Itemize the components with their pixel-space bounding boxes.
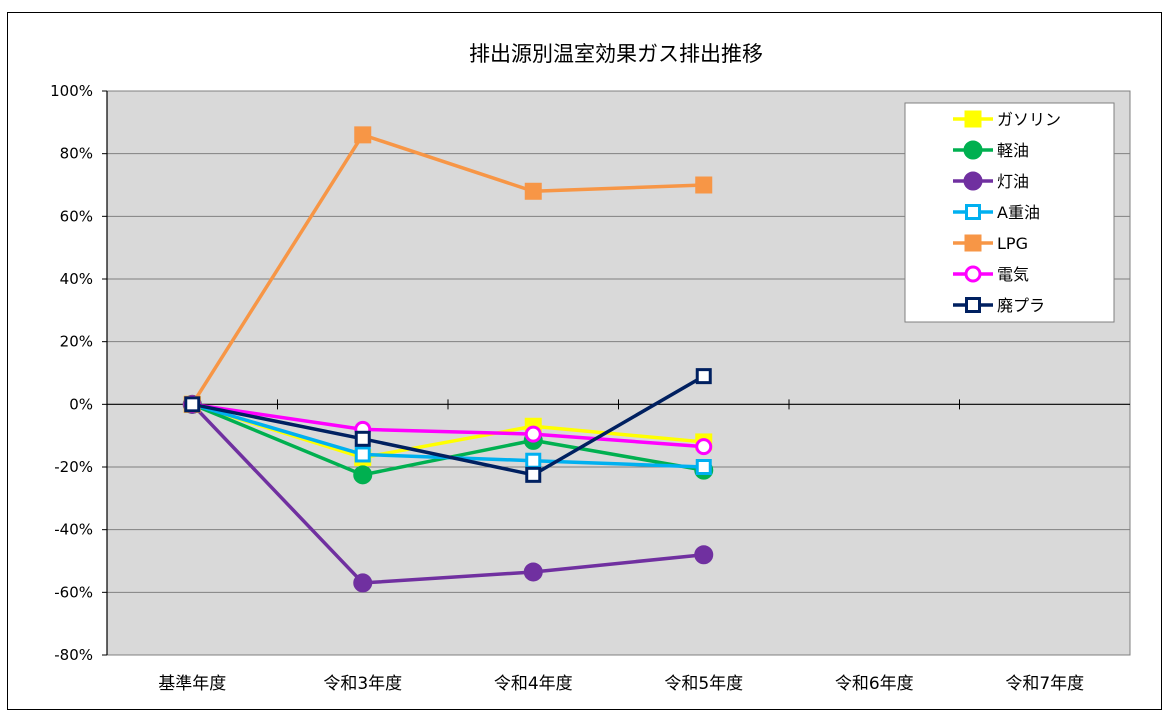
legend-entry-4: A重油 xyxy=(953,203,1040,222)
data-point xyxy=(524,425,542,443)
y-tick-label: 0% xyxy=(69,395,93,413)
y-axis-ticks: -80% -60% -40% -20% 0% 20% 40% 60% 80% 100% xyxy=(50,82,93,664)
legend-label: 電気 xyxy=(997,265,1029,284)
legend-entry-1: ガソリン xyxy=(953,110,1061,129)
data-point xyxy=(353,573,373,593)
series-lines xyxy=(182,126,714,593)
y-tick-label: 40% xyxy=(60,270,93,288)
series-line xyxy=(190,403,704,585)
legend-marker xyxy=(963,171,983,191)
series-line xyxy=(191,402,704,449)
legend-marker xyxy=(965,204,981,220)
x-tick-label: 令和5年度 xyxy=(664,674,743,694)
y-tick-label: -60% xyxy=(54,583,93,601)
chart-frame: 排出源別温室効果ガス排出推移 -80% -60% -40% -20% 0% 20% 40% 6… xyxy=(7,12,1162,710)
legend-marker xyxy=(963,140,983,160)
legend-marker xyxy=(965,297,981,313)
axes xyxy=(102,90,1130,656)
legend-entry-5: LPG xyxy=(953,234,1028,253)
legend-label: 灯油 xyxy=(997,172,1029,191)
chart-canvas: 排出源別温室効果ガス排出推移 -80% -60% -40% -20% 0% 20% 40% 6… xyxy=(50,42,1131,694)
data-point xyxy=(184,396,201,413)
data-point xyxy=(354,126,372,144)
data-point xyxy=(353,465,373,485)
legend-label: LPG xyxy=(997,234,1028,253)
legend-label: 軽油 xyxy=(997,141,1029,160)
legend-entry-3: 灯油 xyxy=(953,171,1029,191)
series-line xyxy=(191,374,705,477)
chart-title: 排出源別温室効果ガス排出推移 xyxy=(469,42,763,66)
legend-marker xyxy=(964,110,982,128)
data-point xyxy=(695,368,712,385)
legend-label: ガソリン xyxy=(997,110,1061,129)
x-tick-label: 令和4年度 xyxy=(494,674,573,694)
legend-entry-2: 軽油 xyxy=(953,140,1029,160)
data-point xyxy=(524,182,542,200)
x-tick-label: 令和6年度 xyxy=(835,674,914,694)
y-tick-label: 80% xyxy=(60,145,93,163)
series-7 xyxy=(184,368,712,483)
x-tick-label: 基準年度 xyxy=(158,674,226,694)
y-tick-label: 60% xyxy=(60,207,93,225)
y-tick-label: -80% xyxy=(54,646,93,664)
data-point xyxy=(695,438,713,456)
x-tick-label: 令和7年度 xyxy=(1005,674,1084,694)
data-point xyxy=(695,176,713,194)
data-point xyxy=(354,430,371,447)
legend-marker xyxy=(964,265,982,283)
legend-label: 廃プラ xyxy=(997,296,1045,315)
y-tick-label: -40% xyxy=(54,521,93,539)
legend-box xyxy=(904,102,1115,323)
y-tick-label: -20% xyxy=(54,458,93,476)
y-tick-label: 20% xyxy=(60,333,93,351)
series-line xyxy=(190,133,704,406)
data-point xyxy=(354,446,371,463)
data-point xyxy=(525,452,542,469)
data-point xyxy=(525,466,542,483)
legend-entry-7: 廃プラ xyxy=(953,296,1045,315)
data-point xyxy=(694,545,714,565)
x-axis-ticks: 基準年度 令和3年度 令和4年度 令和5年度 令和6年度 令和7年度 xyxy=(158,674,1084,694)
legend-entry-6: 電気 xyxy=(953,265,1029,284)
y-tick-label: 100% xyxy=(50,82,93,100)
x-tick-label: 令和3年度 xyxy=(323,674,402,694)
legend-label: A重油 xyxy=(997,203,1040,222)
data-point xyxy=(695,459,712,475)
legend-marker xyxy=(964,234,982,252)
data-point xyxy=(523,562,543,582)
